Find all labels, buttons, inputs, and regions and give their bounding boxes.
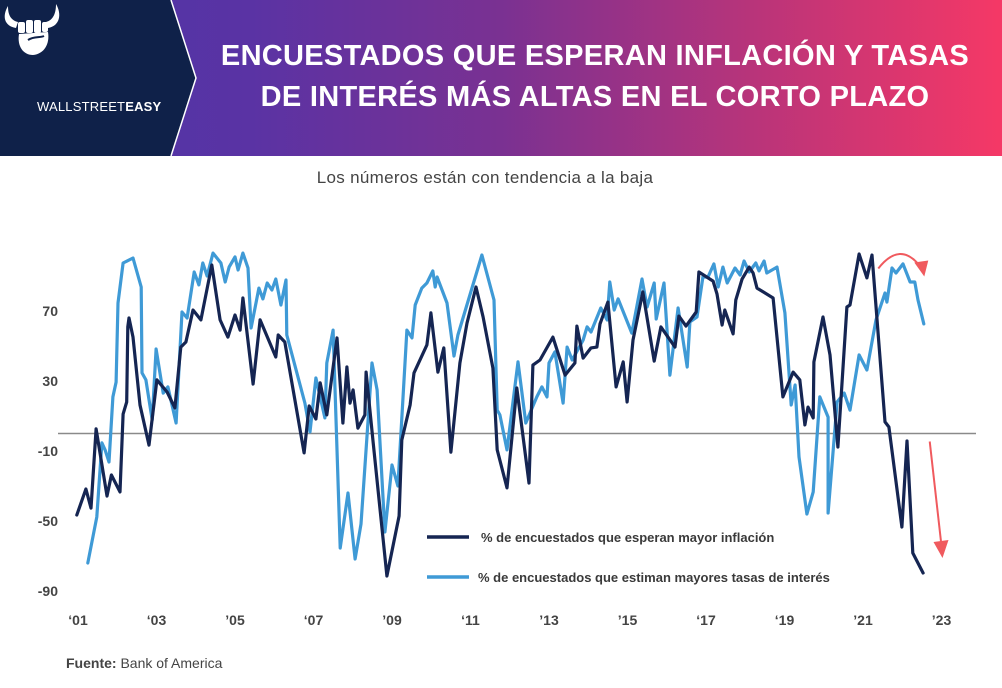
brand-name-bold: EASY [125, 99, 162, 114]
y-tick-label: -90 [38, 583, 58, 599]
y-tick-label: -50 [38, 513, 58, 529]
source-value: Bank of America [120, 655, 223, 671]
source-label: Fuente: [66, 655, 117, 671]
x-tick-label: ‘07 [304, 612, 324, 628]
chart-title: ENCUESTADOS QUE ESPERAN INFLACIÓN Y TASA… [200, 36, 990, 118]
series-layer [75, 251, 926, 578]
chart-subtitle: Los números están con tendencia a la baj… [316, 168, 654, 187]
header-banner: WALLSTREETEASY ENCUESTADOS QUE ESPERAN I… [0, 0, 1002, 156]
brand-panel: WALLSTREETEASY [0, 0, 200, 156]
y-axis-ticks: 70 30 -10 -50 -90 [38, 303, 58, 599]
brand-chevron-shape [0, 0, 197, 156]
legend-label-rates: % de encuestados que estiman mayores tas… [478, 570, 830, 585]
source-note: Fuente: Bank of America [66, 655, 222, 671]
down-arrow-shaft [928, 441, 943, 547]
brand-name-light: WALLSTREET [37, 99, 126, 114]
x-tick-label: ‘17 [696, 612, 716, 628]
x-tick-label: ’05 [225, 612, 245, 628]
legend-label-inflation: % de encuestados que esperan mayor infla… [481, 530, 774, 545]
down-arrow-head-icon [933, 540, 949, 558]
x-tick-label: ‘11 [461, 612, 480, 628]
series-line-inflation [75, 252, 925, 578]
x-tick-label: ‘03 [147, 612, 167, 628]
y-tick-label: -10 [38, 443, 58, 459]
title-line-2: DE INTERÉS MÁS ALTAS EN EL CORTO PLAZO [260, 81, 930, 113]
x-tick-label: ‘19 [775, 612, 795, 628]
x-tick-label: ’13 [539, 612, 559, 628]
x-axis-ticks: ‘01 ‘03 ’05 ‘07 ’09 ‘11 ’13 ’15 ‘17 ‘19 ’21 ’23 [68, 612, 951, 628]
series-line-rates [86, 251, 926, 565]
title-line-1: ENCUESTADOS QUE ESPERAN INFLACIÓN Y TASA… [220, 40, 970, 72]
legend: % de encuestados que esperan mayor infla… [427, 530, 830, 585]
bull-horns-fist-icon [4, 4, 60, 55]
x-tick-label: ’09 [382, 612, 402, 628]
curved-arrow-head-icon [914, 260, 929, 277]
x-tick-label: ’15 [618, 612, 638, 628]
x-tick-label: ’21 [853, 612, 873, 628]
annotations [877, 253, 949, 558]
x-tick-label: ‘01 [68, 612, 88, 628]
y-tick-label: 70 [42, 303, 58, 319]
brand-name: WALLSTREETEASY [37, 99, 161, 114]
x-tick-label: ’23 [932, 612, 952, 628]
y-tick-label: 30 [42, 373, 58, 389]
